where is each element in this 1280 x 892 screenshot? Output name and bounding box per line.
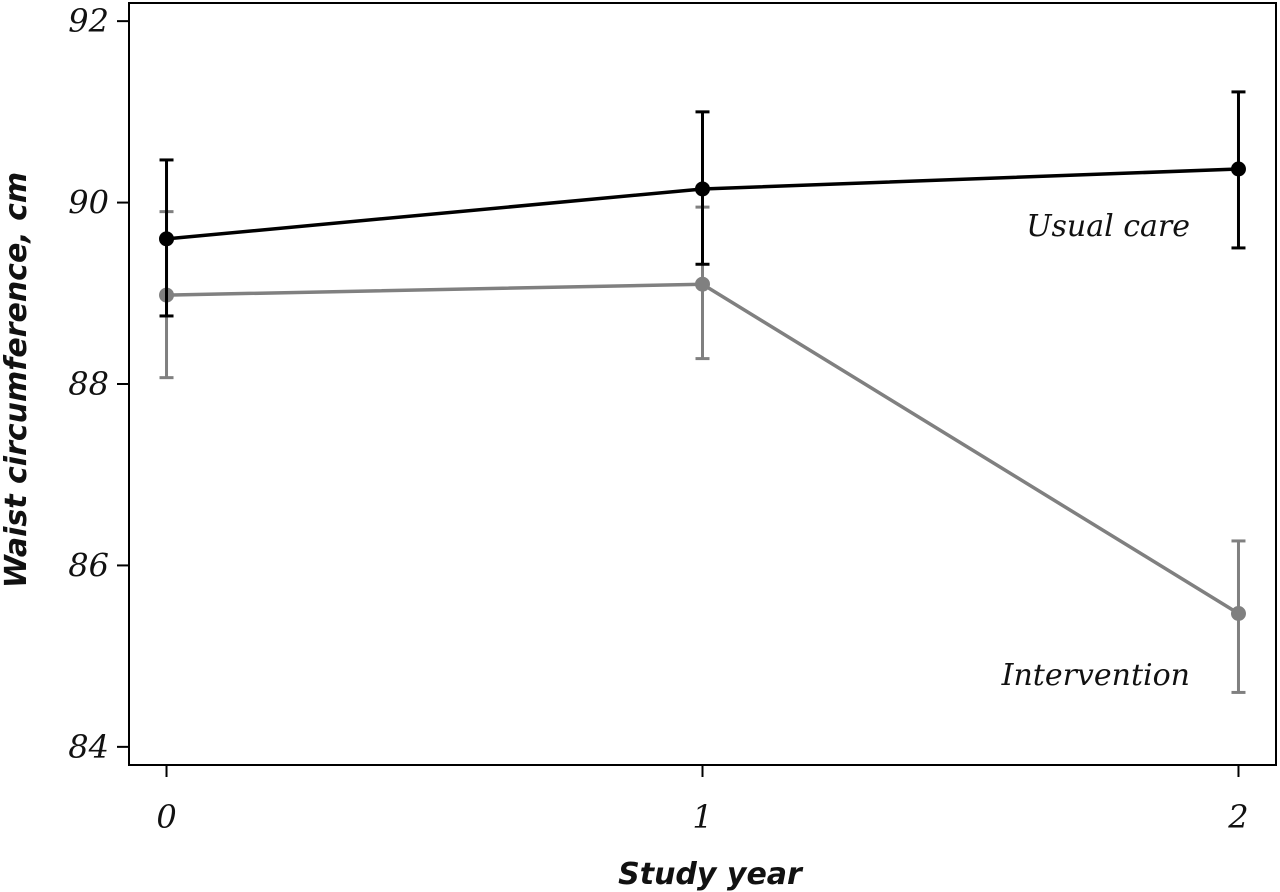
x-tick-label: 1	[692, 798, 712, 836]
x-axis-label: Study year	[618, 857, 804, 892]
series-label-usual-care: Usual care	[1026, 209, 1190, 244]
y-axis-label: Waist circumference, cm	[0, 172, 34, 588]
y-tick-label: 84	[68, 728, 109, 766]
y-axis: 84 86 88 90 92	[68, 2, 129, 766]
series-label-intervention: Intervention	[1001, 658, 1190, 693]
y-tick-label: 88	[68, 365, 109, 403]
data-point	[1230, 606, 1246, 622]
series-layer	[159, 90, 1246, 694]
y-tick-label: 86	[68, 546, 109, 584]
series-intervention	[159, 205, 1246, 694]
data-point	[159, 231, 175, 247]
x-tick-label: 0	[156, 798, 176, 836]
data-point	[1230, 161, 1246, 177]
series-usual-care	[159, 90, 1246, 318]
x-axis: 0 1 2	[156, 765, 1249, 836]
data-point	[695, 181, 710, 197]
y-tick-label: 92	[68, 2, 109, 40]
data-point	[695, 276, 710, 292]
x-tick-label: 2	[1227, 798, 1248, 836]
y-tick-label: 90	[68, 184, 109, 222]
